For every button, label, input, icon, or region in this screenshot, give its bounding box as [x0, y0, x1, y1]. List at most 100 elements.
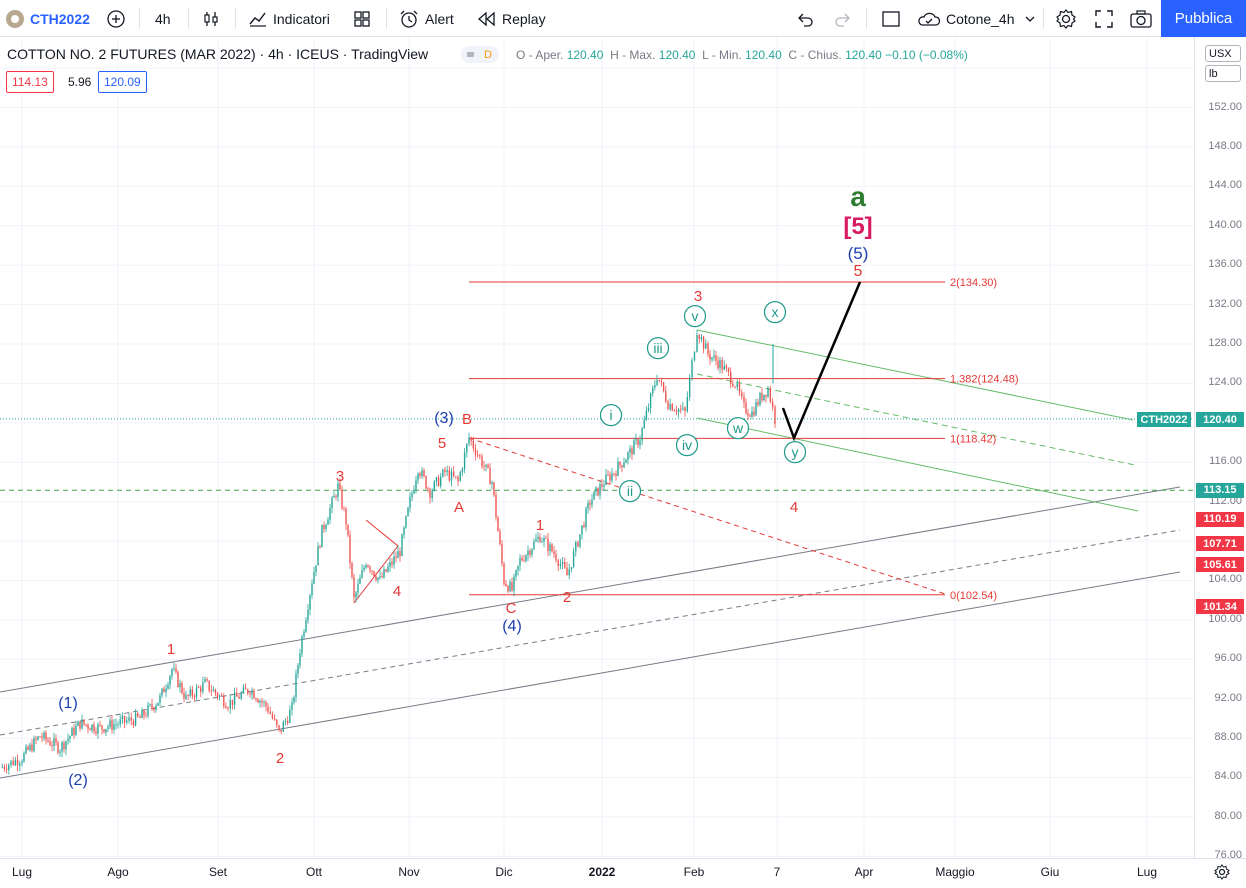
indicators-label: Indicatori [273, 10, 330, 27]
candle-body [67, 738, 69, 742]
redo-button[interactable] [833, 0, 853, 37]
wave-label: 3 [694, 288, 702, 305]
candle-body [696, 334, 698, 352]
candle-body [177, 671, 179, 688]
toolbar-divider [1043, 8, 1044, 29]
candle-body [509, 581, 511, 592]
candle-body [221, 695, 223, 697]
candle-body [559, 563, 562, 566]
candle-body [89, 728, 91, 731]
candle-body [214, 689, 217, 694]
candle-body [743, 396, 745, 403]
candle-body [87, 724, 89, 729]
plus-circle-icon [107, 9, 125, 28]
trend-channels [0, 329, 1181, 779]
wave-label: 2 [276, 750, 284, 767]
undo-button[interactable] [795, 0, 815, 37]
candle-body [325, 524, 327, 530]
candle-body [369, 566, 371, 571]
candle-body [37, 736, 39, 740]
fullscreen-layout-button[interactable] [881, 0, 901, 37]
candle-body [732, 383, 734, 387]
snapshot-button[interactable] [1129, 0, 1153, 37]
candle-body [619, 461, 621, 466]
candle-body [705, 343, 707, 349]
templates-button[interactable] [352, 0, 372, 37]
candle-body [566, 567, 568, 576]
candle-body [519, 558, 521, 566]
time-scale[interactable] [0, 858, 1246, 888]
candle-body [240, 692, 242, 699]
candle-body [423, 470, 425, 477]
candle-body [585, 508, 587, 528]
candle-body [725, 365, 728, 369]
candle-body [71, 728, 73, 736]
candle-body [468, 437, 470, 444]
candle-body [707, 343, 709, 355]
candle-body [452, 471, 455, 477]
alert-button[interactable]: Alert [398, 0, 454, 37]
candle-body [765, 394, 767, 397]
candle-body [149, 704, 151, 706]
candle-body [597, 487, 599, 496]
scale-settings-icon[interactable] [1214, 864, 1230, 880]
wave-label: 4 [393, 583, 401, 600]
wave-label: 3 [336, 468, 344, 485]
candle-body [513, 576, 515, 591]
candle-body [734, 386, 736, 388]
candle-body [493, 482, 495, 496]
candle-body [533, 541, 535, 550]
candle-body [141, 710, 143, 718]
price-tag: 113.15 [1196, 482, 1244, 498]
interval-button[interactable]: 4h [155, 0, 171, 37]
candle-body [625, 459, 627, 464]
symbol-search-button[interactable]: CTH2022 [6, 0, 90, 37]
layout-menu-button[interactable]: Cotone_4h [916, 0, 1037, 37]
projection-path [781, 281, 862, 442]
time-label: 7 [773, 865, 781, 879]
candle-body [163, 688, 165, 693]
candle-body [501, 544, 503, 564]
candle-body [605, 474, 607, 485]
settings-button[interactable] [1055, 0, 1077, 37]
compare-symbol-button[interactable] [106, 0, 126, 37]
candle-body [278, 725, 280, 730]
candle-body [161, 688, 163, 696]
time-label: Lug [1136, 865, 1158, 879]
candle-body [435, 477, 438, 482]
candle-body [21, 761, 23, 764]
candle-body [212, 689, 215, 692]
close-value: 120.40 [845, 48, 882, 62]
candle-body [736, 383, 738, 387]
high-label: H - Max. [610, 48, 656, 62]
candle-body [523, 560, 525, 561]
candle-body [727, 368, 730, 372]
unit-select[interactable]: lb [1205, 65, 1241, 82]
publish-button[interactable]: Pubblica [1161, 0, 1246, 37]
symbol-price-label: CTH2022 [1137, 412, 1191, 427]
currency-select[interactable]: USX [1205, 45, 1241, 62]
fullscreen-button[interactable] [1094, 0, 1114, 37]
candle-body [236, 692, 238, 697]
market-status-badge[interactable]: D [461, 46, 499, 63]
candle-body [487, 464, 489, 468]
toolbar-divider [386, 8, 387, 29]
candle-body [421, 470, 423, 477]
chart-style-button[interactable] [201, 0, 221, 37]
indicators-button[interactable]: Indicatori [248, 0, 330, 37]
candle-body [35, 738, 37, 740]
price-scale[interactable] [1194, 37, 1246, 858]
chart-pane[interactable]: 2(134.30) 1.382(124.48) 1(118.42) 0(102.54)… [0, 37, 1194, 858]
candle-body [673, 410, 676, 412]
candle-body [415, 480, 417, 490]
candle-body [507, 585, 509, 592]
candle-body [599, 484, 601, 496]
time-label: Lug [11, 865, 33, 879]
wave-label: 5 [854, 263, 863, 280]
replay-button[interactable]: Replay [477, 0, 546, 37]
candles-icon [204, 11, 218, 26]
candle-body [393, 556, 395, 565]
candle-body [191, 689, 194, 696]
candle-body [658, 380, 660, 382]
